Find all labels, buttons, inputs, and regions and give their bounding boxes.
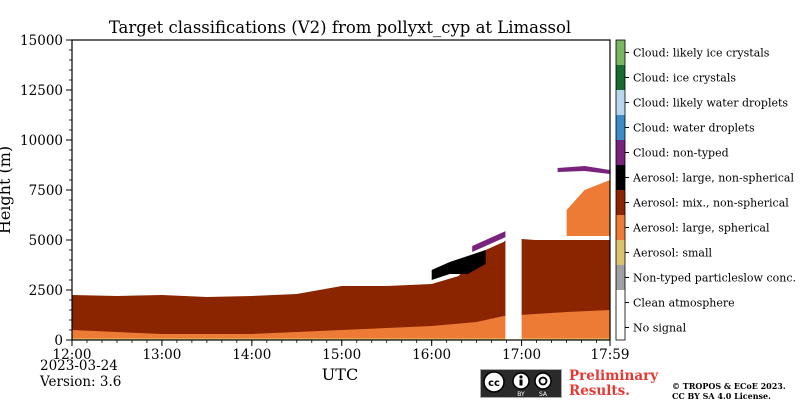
chart-title: Target classifications (V2) from pollyxt… (109, 18, 571, 37)
y-tick-label-5: 12500 (20, 83, 63, 99)
legend-label-10: Cloud: ice crystals (633, 72, 736, 85)
legend-label-7: Cloud: non-typed (633, 147, 729, 160)
copyright-line1: © TROPOS & ECoE 2023. (672, 381, 786, 391)
no-signal-gap-0 (505, 40, 522, 340)
colorbar-swatch-1 (616, 290, 625, 315)
svg-text:cc: cc (488, 378, 500, 389)
y-tick-label-6: 15000 (20, 33, 63, 49)
legend-label-1: Clean atmosphere (633, 297, 735, 310)
license-by-text: BY (517, 391, 525, 397)
preliminary-notice: Preliminary Results. (569, 369, 658, 399)
legend-label-6: Aerosol: large, non-spherical (632, 172, 794, 185)
license-sa-text: SA (539, 391, 548, 397)
colorbar-legend: No signal Clean atmosphere Non-typed parti… (615, 39, 796, 341)
legend-label-0: No signal (633, 322, 687, 335)
y-tick-label-0: 0 (54, 333, 63, 349)
preliminary-line1: Preliminary (569, 368, 659, 384)
class-region-5 (431, 250, 486, 280)
legend-label-2: Non-typed particleslow conc. (633, 272, 796, 285)
colorbar-swatch-7 (616, 140, 625, 165)
colorbar-swatch-4 (616, 215, 625, 240)
copyright-notice: © TROPOS & ECoE 2023. CC BY SA 4.0 Licen… (672, 381, 786, 401)
colorbar-swatch-9 (616, 90, 625, 115)
x-tick-label-1: 13:00 (142, 347, 181, 363)
y-axis-label: Height (m) (0, 146, 14, 234)
legend-label-9: Cloud: likely water droplets (633, 97, 788, 110)
x-axis-label: UTC (322, 365, 358, 384)
cc-by-sa-icon: cc BY SA (480, 369, 562, 398)
colorbar-swatch-11 (616, 40, 625, 65)
class-region-4 (557, 166, 610, 174)
x-tick-label-0: 12:00 (53, 347, 92, 363)
y-tick-label-1: 2500 (29, 283, 63, 299)
copyright-line2: CC BY SA 4.0 License. (672, 391, 771, 401)
legend-label-8: Cloud: water droplets (633, 122, 755, 135)
x-tick-label-5: 17:00 (502, 347, 541, 363)
x-tick-label-6: 17:59 (591, 347, 630, 363)
class-region-6 (566, 180, 610, 236)
date-label: 2023-03-24 (40, 358, 118, 374)
colorbar-frame (615, 39, 626, 341)
preliminary-line2: Results. (569, 383, 630, 399)
version-label: Version: 3.6 (40, 374, 122, 390)
x-tick-label-4: 16:00 (412, 347, 451, 363)
colorbar-swatch-0 (616, 315, 625, 340)
legend-label-3: Aerosol: small (632, 247, 712, 260)
legend-label-4: Aerosol: large, spherical (632, 222, 770, 235)
legend-label-5: Aerosol: mix., non-spherical (632, 197, 789, 210)
colorbar-swatch-3 (616, 240, 625, 265)
colorbar-swatch-6 (616, 165, 625, 190)
colorbar-swatch-10 (616, 65, 625, 90)
y-tick-label-2: 5000 (29, 233, 63, 249)
colorbar-swatch-8 (616, 115, 625, 140)
y-axis: 0 2500 5000 7500 10000 12500 15000 (20, 33, 72, 349)
plot-area (71, 39, 611, 341)
class-region-1 (72, 310, 610, 340)
legend-label-11: Cloud: likely ice crystals (633, 47, 770, 60)
colorbar-swatch-5 (616, 190, 625, 215)
colorbar-swatch-2 (616, 265, 625, 290)
x-axis: 12:00 13:00 14:00 15:00 16:00 17:00 17:59 (53, 340, 630, 363)
y-tick-label-3: 7500 (29, 183, 63, 199)
y-tick-label-4: 10000 (20, 133, 63, 149)
x-tick-label-3: 15:00 (322, 347, 361, 363)
class-region-3 (472, 230, 509, 252)
x-tick-label-2: 14:00 (232, 347, 271, 363)
